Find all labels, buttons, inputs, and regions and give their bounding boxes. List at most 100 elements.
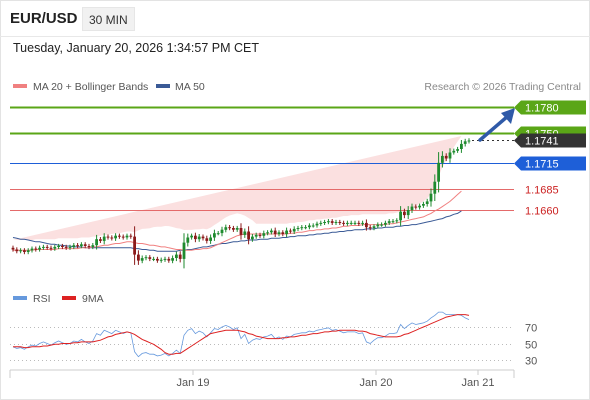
candle-body xyxy=(232,228,235,230)
level-tag-1.1741 xyxy=(514,133,586,148)
forecast-arrow-icon xyxy=(478,108,515,142)
candle-body xyxy=(182,242,186,259)
candle-body xyxy=(15,249,19,252)
x-tick-label: Jan 21 xyxy=(461,377,494,389)
candle-body xyxy=(353,222,357,224)
candle-body xyxy=(156,258,159,261)
candle-body xyxy=(23,250,26,252)
candle-body xyxy=(133,236,136,255)
candle-body xyxy=(26,250,30,252)
candle-body xyxy=(87,246,91,247)
candle-body xyxy=(319,222,323,224)
candle-body xyxy=(410,206,414,210)
candle-body xyxy=(414,206,418,208)
candle-body xyxy=(243,231,247,235)
ma50-legend-swatch xyxy=(156,84,170,88)
candle-body xyxy=(304,227,307,229)
x-tick-label: Jan 20 xyxy=(359,377,392,389)
candle-body xyxy=(277,232,281,234)
timeframe-badge[interactable]: 30 MIN xyxy=(82,7,135,31)
candle-body xyxy=(406,210,410,216)
rsi-ma-line xyxy=(13,314,470,355)
candle-body xyxy=(292,228,296,232)
candle-body xyxy=(327,221,330,223)
level-tag-1.1715 xyxy=(514,156,586,171)
candle-body xyxy=(300,227,304,229)
bollinger-bands xyxy=(13,136,462,240)
rsi-tick-30: 30 xyxy=(525,356,537,368)
candle-body xyxy=(64,246,68,248)
candlesticks xyxy=(11,138,471,269)
candle-body xyxy=(91,245,95,247)
candle-body xyxy=(53,246,57,249)
candle-body xyxy=(399,211,402,221)
candle-body xyxy=(45,246,49,248)
candle-body xyxy=(338,222,342,223)
candle-body xyxy=(106,236,110,238)
candle-body xyxy=(186,237,190,243)
candle-body xyxy=(425,201,429,204)
candle-body xyxy=(311,225,315,227)
candle-body xyxy=(467,140,471,142)
candle-body xyxy=(19,250,22,252)
candle-body xyxy=(216,233,220,235)
candle-body xyxy=(175,254,178,258)
level-label-1.1685: 1.1685 xyxy=(525,185,559,197)
candle-body xyxy=(452,150,456,153)
bollinger-band-area xyxy=(13,136,462,240)
candle-body xyxy=(403,211,406,216)
candle-body xyxy=(152,258,155,260)
candle-body xyxy=(422,204,425,206)
candle-body xyxy=(83,244,87,246)
candle-body xyxy=(72,245,76,247)
header-divider xyxy=(0,36,590,37)
ma20-legend-label: MA 20 + Bollinger Bands xyxy=(33,81,148,93)
candle-body xyxy=(273,230,277,234)
candle-body xyxy=(460,143,463,149)
candle-body xyxy=(254,234,258,237)
candle-body xyxy=(418,205,421,208)
candle-body xyxy=(57,246,60,247)
rsi-legend-swatch xyxy=(13,296,27,300)
source-credit: Research © 2026 Trading Central xyxy=(424,81,581,93)
candle-body xyxy=(194,235,197,240)
candle-body xyxy=(342,222,345,224)
candle-body xyxy=(357,222,361,224)
candle-body xyxy=(315,223,319,226)
candle-body xyxy=(125,235,129,238)
candle-body xyxy=(102,236,106,241)
candle-body xyxy=(281,232,285,234)
candle-body xyxy=(205,238,209,241)
rsi-legend-label: RSI xyxy=(33,293,51,305)
candle-body xyxy=(197,236,201,240)
candle-body xyxy=(110,237,114,239)
candle-body xyxy=(121,236,125,238)
candle-body xyxy=(395,220,399,222)
candle-body xyxy=(349,222,353,224)
candle-body xyxy=(251,236,254,240)
candle-body xyxy=(209,237,212,241)
candle-body xyxy=(285,230,288,234)
candle-body xyxy=(429,193,433,202)
candle-body xyxy=(247,231,250,240)
candle-body xyxy=(330,221,334,223)
candle-body xyxy=(220,229,224,234)
candle-body xyxy=(228,227,231,229)
candle-body xyxy=(387,221,391,223)
candle-body xyxy=(167,258,171,261)
ma20-legend-swatch xyxy=(13,84,27,88)
candle-body xyxy=(266,232,269,234)
candle-body xyxy=(296,228,300,229)
candle-body xyxy=(148,257,152,259)
datetime-label: Tuesday, January 20, 2026 1:34:57 PM CET xyxy=(13,41,259,55)
x-tick-label: Jan 19 xyxy=(176,377,209,389)
candle-body xyxy=(38,247,41,250)
rsi-ma-legend-swatch xyxy=(62,296,76,300)
chart-header: EUR/USD 30 MIN xyxy=(0,0,590,36)
candle-body xyxy=(144,257,148,259)
candle-body xyxy=(239,228,243,235)
candle-body xyxy=(68,246,72,248)
candle-body xyxy=(376,224,380,227)
level-tag-1.1780 xyxy=(514,100,586,115)
